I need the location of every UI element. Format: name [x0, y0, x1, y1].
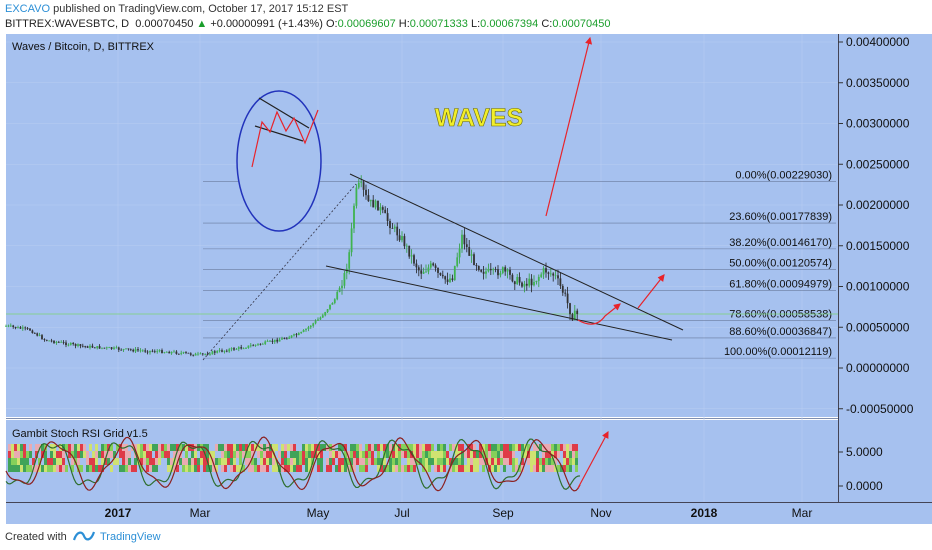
price-tick-label: 0.00150000	[846, 239, 910, 253]
time-tick-label: 2017	[105, 506, 132, 520]
time-tick-label: Sep	[492, 506, 514, 520]
lower-trendline[interactable]	[325, 265, 673, 341]
watermark-text: WAVES	[435, 104, 523, 132]
chart-area[interactable]: 0.00%(0.00229030) 23.60%(0.00177839) 38.20…	[0, 34, 932, 524]
time-tick-label: Jul	[394, 506, 409, 520]
stoch-rsi-grid	[5, 436, 581, 492]
pattern-price-path	[251, 109, 319, 168]
time-tick-label: May	[307, 506, 330, 520]
pattern-ellipse	[236, 90, 322, 232]
target-arrow	[545, 36, 593, 217]
publish-info: published on TradingView.com, October 17…	[53, 3, 349, 15]
fib-anchor-line	[202, 183, 357, 361]
tradingview-logo-icon	[72, 529, 96, 546]
close-label: C:	[541, 18, 553, 30]
time-axis[interactable]	[6, 502, 932, 524]
high-label: H:	[398, 18, 410, 30]
fib-level-label: 23.60%(0.00177839)	[729, 211, 832, 223]
price-tick-label: 0.00250000	[846, 157, 910, 171]
price-change: +0.00000991 (+1.43%)	[210, 18, 323, 30]
tradingview-link[interactable]: TradingView	[100, 531, 161, 543]
price-axis[interactable]	[838, 34, 932, 502]
time-tick-label: 2018	[691, 506, 718, 520]
time-axis-ticks: 2017 Mar May Jul Sep Nov 2018 Mar	[105, 506, 813, 520]
fibonacci-levels: 0.00%(0.00229030) 23.60%(0.00177839) 38.20…	[203, 169, 836, 359]
fib-level-label: 50.00%(0.00120574)	[729, 258, 832, 270]
chart-svg[interactable]: 0.00%(0.00229030) 23.60%(0.00177839) 38.20…	[0, 34, 932, 524]
fib-level-label: 0.00%(0.00229030)	[735, 169, 832, 181]
ohlc-line: BITTREX:WAVESBTC, D 0.00070450 ▲ +0.0000…	[5, 18, 610, 30]
fib-level-label: 61.80%(0.00094979)	[729, 279, 832, 291]
time-tick-label: Nov	[590, 506, 611, 520]
open-label: O:	[325, 18, 338, 30]
indicator-tick-label: 5.0000	[846, 445, 883, 459]
publish-line: EXCAVO published on TradingView.com, Oct…	[5, 3, 348, 15]
price-tick-label: 0.00050000	[846, 320, 910, 334]
price-axis-ticks: 0.00400000 0.00350000 0.00300000 0.00250000…	[838, 35, 914, 416]
low-value: 0.00067394	[480, 18, 539, 30]
price-tick-label: -0.00050000	[846, 402, 914, 416]
footer: Created with TradingView	[0, 524, 932, 550]
created-with-label: Created with	[5, 531, 67, 543]
price-tick-label: 0.00000000	[846, 361, 910, 375]
price-tick-label: 0.00400000	[846, 35, 910, 49]
chart-header: EXCAVO published on TradingView.com, Oct…	[0, 0, 932, 34]
up-triangle-icon: ▲	[196, 18, 208, 30]
price-tick-label: 0.00300000	[846, 117, 910, 131]
open-value: 0.00069607	[337, 18, 396, 30]
low-label: L:	[470, 18, 481, 30]
time-tick-label: Mar	[792, 506, 813, 520]
upper-trendline[interactable]	[349, 173, 684, 331]
price-tick-label: 0.00100000	[846, 280, 910, 294]
price-tick-label: 0.00200000	[846, 198, 910, 212]
indicator-title: Gambit Stoch RSI Grid v1.5	[12, 428, 148, 440]
gridlines	[6, 34, 838, 502]
fib-level-label: 38.20%(0.00146170)	[729, 237, 832, 249]
small-projection-arrow	[577, 303, 621, 325]
close-value: 0.00070450	[552, 18, 611, 30]
time-tick-label: Mar	[190, 506, 211, 520]
price-pane[interactable]	[6, 34, 838, 417]
candlestick-series	[5, 175, 579, 357]
fib-level-label: 100.00%(0.00012119)	[724, 346, 832, 358]
symbol-label: BITTREX:WAVESBTC, D	[5, 18, 130, 30]
price-tick-label: 0.00350000	[846, 76, 910, 90]
breakout-arrow	[637, 274, 665, 309]
author-link[interactable]: EXCAVO	[5, 3, 51, 15]
indicator-arrow	[577, 430, 609, 489]
indicator-axis-ticks: 5.0000 0.0000	[838, 445, 883, 493]
fib-level-label: 88.60%(0.00036847)	[729, 326, 832, 338]
chart-title: Waves / Bitcoin, D, BITTREX	[12, 41, 155, 53]
high-value: 0.00071333	[409, 18, 468, 30]
indicator-tick-label: 0.0000	[846, 479, 883, 493]
last-price: 0.00070450	[135, 18, 194, 30]
